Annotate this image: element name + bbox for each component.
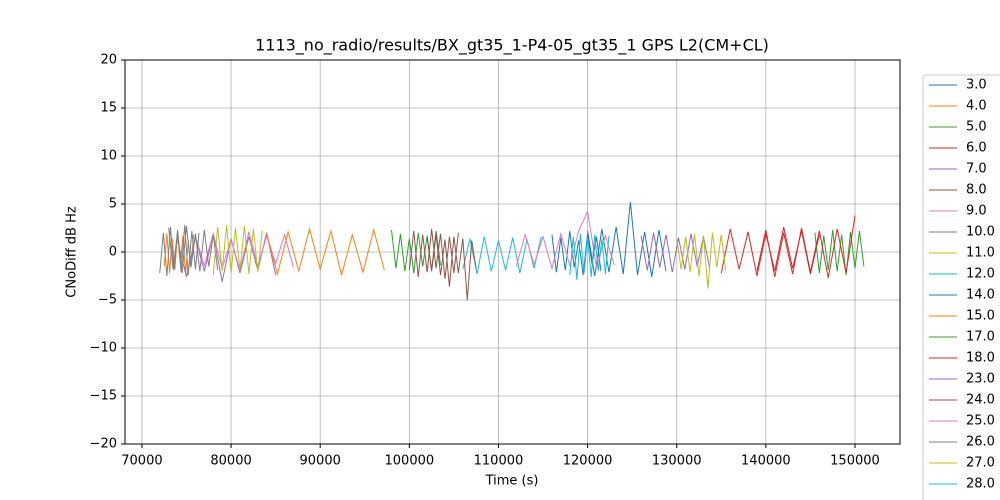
x-axis-label: Time (s) (485, 474, 539, 489)
series-line (569, 233, 610, 280)
legend-label: 24.0 (966, 393, 995, 408)
legend-label: 12.0 (966, 267, 995, 282)
y-tick-label: 20 (100, 53, 117, 68)
legend-label: 6.0 (966, 141, 987, 156)
series-line (408, 228, 459, 279)
series-line (640, 232, 711, 273)
x-tick-label: 100000 (385, 454, 435, 469)
legend-label: 9.0 (966, 204, 987, 219)
x-tick-label: 130000 (652, 454, 702, 469)
y-tick-label: −10 (90, 341, 117, 356)
y-tick-label: 5 (109, 197, 117, 212)
y-tick-label: 0 (109, 245, 117, 260)
series-line (814, 229, 865, 276)
legend-label: 10.0 (966, 225, 995, 240)
legend-label: 11.0 (966, 246, 995, 261)
y-tick-label: 10 (100, 149, 117, 164)
legend-label: 15.0 (966, 309, 995, 324)
legend-label: 5.0 (966, 120, 987, 135)
legend-label: 14.0 (966, 288, 995, 303)
series-line (159, 225, 200, 277)
x-tick-label: 70000 (121, 454, 162, 469)
series-line (676, 232, 727, 289)
ticks: 70000 80000 90000 100000 110000 120000 130000 1… (90, 53, 880, 469)
y-tick-label: −20 (90, 437, 117, 452)
series-line (515, 209, 615, 271)
x-tick-label: 120000 (563, 454, 613, 469)
legend: 3.0 4.0 5.0 6.0 7.0 8.0 9.0 10.0 11.0 12.0 14.0 15.… (922, 74, 1000, 500)
legend-label: 26.0 (966, 435, 995, 450)
legend-label: 28.0 (966, 477, 995, 492)
legend-box (922, 74, 1000, 500)
x-tick-label: 80000 (210, 454, 251, 469)
legend-label: 7.0 (966, 162, 987, 177)
legend-label: 23.0 (966, 372, 995, 387)
y-axis-label: CNoDiff dB Hz (65, 206, 80, 298)
x-tick-label: 150000 (830, 454, 880, 469)
legend-label: 4.0 (966, 99, 987, 114)
series-line (266, 226, 385, 277)
legend-label: 27.0 (966, 456, 995, 471)
y-tick-label: −5 (98, 293, 117, 308)
plot-lines (159, 202, 865, 301)
y-tick-label: −15 (90, 389, 117, 404)
x-tick-label: 140000 (741, 454, 791, 469)
legend-label: 3.0 (966, 78, 987, 93)
series-line (426, 234, 477, 301)
series-line (756, 215, 856, 279)
series-line (194, 231, 294, 273)
series-line (212, 225, 263, 276)
x-tick-label: 90000 (300, 454, 341, 469)
legend-label: 25.0 (966, 414, 995, 429)
legend-label: 18.0 (966, 351, 995, 366)
legend-label: 17.0 (966, 330, 995, 345)
series-line (587, 202, 667, 278)
x-tick-label: 110000 (474, 454, 524, 469)
chart-title: 1113_no_radio/results/BX_gt35_1-P4-05_gt… (255, 36, 769, 56)
legend-label: 8.0 (966, 183, 987, 198)
y-tick-label: 15 (100, 101, 117, 116)
